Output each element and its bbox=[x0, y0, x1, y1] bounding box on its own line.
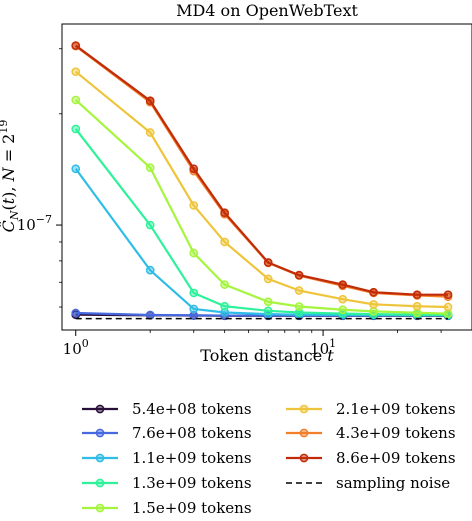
data-point bbox=[412, 301, 422, 311]
legend-marker bbox=[95, 404, 105, 414]
data-point bbox=[71, 164, 81, 174]
data-point bbox=[145, 310, 155, 320]
legend-label: sampling noise bbox=[336, 474, 450, 492]
data-point bbox=[443, 302, 453, 312]
data-point bbox=[145, 163, 155, 173]
legend-item: 2.1e+09 tokens bbox=[286, 400, 456, 418]
data-point bbox=[71, 308, 81, 318]
y-axis-label-close: ), bbox=[0, 181, 18, 197]
legend-marker bbox=[299, 428, 309, 438]
data-point bbox=[220, 237, 230, 247]
legend-label: 5.4e+08 tokens bbox=[132, 400, 252, 418]
series-line bbox=[74, 128, 449, 317]
data-point bbox=[263, 306, 273, 316]
data-point bbox=[145, 128, 155, 137]
data-point bbox=[294, 302, 304, 311]
data-point bbox=[220, 308, 230, 317]
legend-item: 5.4e+08 tokens bbox=[82, 400, 252, 418]
data-point bbox=[220, 208, 230, 218]
data-point bbox=[338, 294, 348, 304]
data-point bbox=[369, 300, 378, 309]
data-point bbox=[263, 274, 273, 284]
y-axis-label: ĈN(t), N = 219 bbox=[0, 120, 21, 233]
data-point bbox=[443, 290, 453, 300]
axes: 100 101 10−7 bbox=[17, 48, 442, 358]
data-point bbox=[220, 301, 230, 311]
series-line bbox=[75, 44, 449, 296]
series-line bbox=[74, 99, 449, 315]
legend-marker bbox=[95, 478, 105, 488]
data-point bbox=[189, 164, 199, 174]
data-point bbox=[369, 287, 378, 297]
legend-marker bbox=[95, 503, 105, 513]
legend-marker bbox=[95, 453, 105, 463]
x-tick-label: 100 bbox=[63, 337, 89, 358]
data-point bbox=[145, 96, 155, 106]
data-point bbox=[220, 280, 230, 289]
y-axis-label-symbol: Ĉ bbox=[0, 220, 18, 232]
data-point bbox=[71, 41, 81, 50]
data-point bbox=[71, 124, 81, 134]
data-point bbox=[189, 310, 199, 320]
y-axis-label-eq: = 2 bbox=[0, 134, 18, 168]
x-axis-label-text: Token distance bbox=[200, 346, 327, 365]
y-axis-label-exp: 19 bbox=[0, 120, 10, 134]
data-point bbox=[71, 67, 81, 77]
series-line bbox=[75, 70, 449, 309]
data-point bbox=[71, 95, 81, 105]
legend-label: 1.1e+09 tokens bbox=[132, 449, 252, 467]
data-point bbox=[189, 304, 199, 314]
legend-label: 4.3e+09 tokens bbox=[336, 424, 456, 442]
y-axis-label-paren: ( bbox=[0, 204, 18, 210]
legend-item: 7.6e+08 tokens bbox=[82, 424, 252, 442]
legend-item: 8.6e+09 tokens bbox=[286, 449, 456, 467]
chart-title: MD4 on OpenWebText bbox=[176, 1, 358, 20]
legend-item: sampling noise bbox=[286, 474, 450, 492]
data-point bbox=[338, 305, 348, 315]
data-point bbox=[263, 297, 273, 307]
data-point bbox=[338, 280, 348, 289]
data-point bbox=[263, 258, 273, 267]
y-axis-label-t: t bbox=[0, 197, 18, 204]
legend-label: 7.6e+08 tokens bbox=[132, 424, 252, 442]
y-tick-label: 10−7 bbox=[17, 213, 52, 234]
legend-label: 1.3e+09 tokens bbox=[132, 474, 252, 492]
legend-item: 4.3e+09 tokens bbox=[286, 424, 456, 442]
plot-area bbox=[71, 41, 453, 321]
y-axis-label-sub: N bbox=[8, 210, 21, 221]
data-point bbox=[294, 270, 304, 280]
legend-marker bbox=[299, 453, 309, 463]
plot-frame bbox=[61, 23, 472, 331]
legend-item: 1.3e+09 tokens bbox=[82, 474, 252, 492]
legend-marker bbox=[95, 428, 105, 438]
data-point bbox=[189, 248, 199, 258]
legend: 5.4e+08 tokens 7.6e+08 tokens 1.1e+09 toke… bbox=[82, 400, 456, 517]
y-axis-label-n: N bbox=[0, 166, 18, 182]
legend-label: 2.1e+09 tokens bbox=[336, 400, 456, 418]
data-point bbox=[145, 220, 155, 230]
data-point bbox=[412, 290, 422, 300]
x-axis-label-var: t bbox=[327, 346, 334, 365]
data-point bbox=[189, 288, 199, 298]
series-8 bbox=[71, 41, 453, 300]
data-point bbox=[294, 286, 304, 295]
series-6 bbox=[71, 67, 453, 312]
legend-label: 1.5e+09 tokens bbox=[132, 499, 252, 516]
data-point bbox=[145, 265, 155, 275]
x-axis-label: Token distance t bbox=[200, 346, 334, 365]
legend-item: 1.1e+09 tokens bbox=[82, 449, 252, 467]
legend-item: 1.5e+09 tokens bbox=[82, 499, 252, 517]
data-point bbox=[369, 307, 378, 316]
legend-label: 8.6e+09 tokens bbox=[336, 449, 456, 467]
legend-marker bbox=[299, 404, 309, 414]
data-point bbox=[294, 308, 304, 317]
x-tick-label: 101 bbox=[310, 337, 336, 358]
series-5 bbox=[71, 95, 453, 318]
data-point bbox=[189, 201, 199, 210]
